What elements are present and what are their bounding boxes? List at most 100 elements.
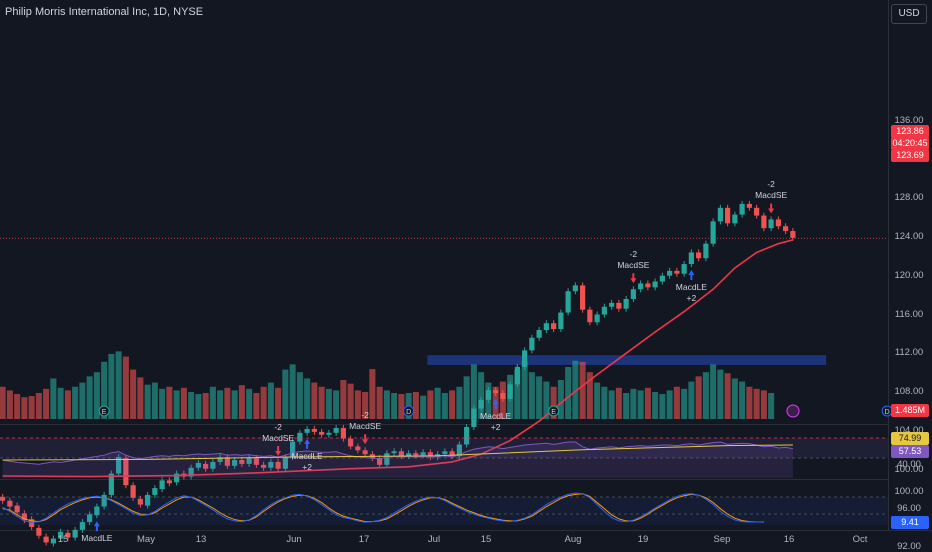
pane-separator (0, 479, 888, 480)
volume-bar (267, 382, 274, 419)
candle-body (203, 463, 209, 469)
short-signal-arrow (275, 445, 282, 456)
signal-label-line-1: -2 (274, 421, 282, 432)
volume-bar (391, 393, 398, 419)
candle-body (290, 441, 296, 458)
event-marker-label: D (406, 409, 411, 416)
candle-body (101, 494, 107, 507)
event-marker-label: E (551, 409, 556, 416)
candle-body (36, 527, 42, 536)
candle-body (268, 461, 274, 468)
candle-body (58, 531, 64, 539)
symbol-title[interactable]: Philip Morris International Inc, 1D, NYS… (5, 6, 204, 18)
long-signal-label: MacdLE (81, 533, 112, 544)
volume-bar (420, 395, 427, 419)
volume-bar (50, 378, 57, 419)
candle-body (261, 464, 267, 468)
volume-bar (202, 393, 209, 419)
volume-bar (64, 390, 71, 419)
volume-bar (470, 364, 477, 419)
candle-body (768, 219, 774, 229)
volume-bar (318, 386, 325, 419)
volume-bar (383, 390, 390, 419)
time-axis-label: Jul (427, 534, 441, 545)
candle-body (507, 384, 513, 399)
candle-body (471, 408, 477, 428)
candle-body (406, 453, 412, 457)
volume-bar (35, 393, 42, 419)
time-axis-label: 15 (480, 534, 492, 545)
short-signal-label: -2 MacdSE (262, 422, 294, 444)
candle-body (761, 215, 767, 229)
candle-body (710, 221, 716, 244)
volume-bar (130, 369, 137, 419)
candle-body (565, 291, 571, 313)
candle-body (398, 451, 404, 457)
countdown-badge: 04:20:45 (891, 137, 929, 150)
volume-bar (231, 390, 238, 419)
volume-bar (739, 381, 746, 419)
candle-body (210, 461, 216, 469)
candle-body (108, 473, 114, 495)
volume-bar (659, 394, 666, 419)
volume-bar (296, 372, 303, 419)
volume-bar (528, 372, 535, 419)
candle-body (558, 312, 564, 330)
price-axis-label: 128.00 (894, 192, 924, 204)
candle-body (50, 538, 56, 544)
signal-label-line-1: -2 (767, 179, 775, 190)
short-signal-arrow (768, 203, 775, 214)
volume-bar (0, 386, 6, 419)
candle-body (645, 283, 651, 288)
long-signal-arrow (304, 438, 311, 449)
short-signal-label: -2 MacdSE (617, 249, 649, 271)
volume-bar (594, 382, 601, 419)
volume-bar (188, 391, 195, 419)
volume-bar (637, 390, 644, 419)
candle-body (703, 243, 709, 259)
rsi-ma-line (2, 444, 793, 461)
volume-bar (86, 376, 93, 419)
signal-label-line-2: MacdSE (617, 260, 650, 271)
rsi-ma-badge: 57.53 (891, 445, 929, 458)
candle-body (529, 337, 535, 351)
volume-bar (6, 390, 13, 419)
candle-body (464, 427, 470, 445)
candle-body (87, 514, 93, 523)
volume-bar (238, 385, 245, 419)
rsi-area (2, 442, 793, 478)
candle-body (594, 314, 600, 323)
volume-bar (688, 381, 695, 419)
candle-body (217, 457, 223, 462)
candle-body (116, 457, 122, 474)
candle-body (0, 496, 6, 501)
currency-button[interactable]: USD (891, 4, 927, 24)
short-signal-label: -2 MacdSE (349, 410, 381, 432)
candle-body (195, 462, 201, 468)
price-axis-label: 120.00 (894, 269, 924, 281)
candle-body (275, 461, 281, 469)
candle-body (717, 207, 723, 222)
candle-body (333, 427, 339, 433)
candle-body (667, 270, 673, 276)
volume-bar (289, 364, 296, 419)
volume-bar (550, 386, 557, 419)
volume-bar (180, 387, 187, 419)
volume-bar (514, 369, 521, 419)
short-signal-arrow (630, 273, 637, 284)
candle-body (145, 494, 151, 506)
rsi-value-badge: 74.99 (891, 432, 929, 445)
volume-bar (224, 387, 231, 419)
volume-bar (456, 386, 463, 419)
volume-bar (463, 376, 470, 419)
price-axis-label: 136.00 (894, 114, 924, 126)
volume-bar (376, 386, 383, 419)
volume-bar (325, 388, 332, 419)
volume-bar (122, 356, 129, 419)
rsi-band (0, 438, 888, 458)
volume-bar (753, 388, 760, 419)
signal-label-line-1: MacdLE (675, 282, 707, 293)
long-signal-label: MacdLE +2 (676, 282, 707, 304)
candle-body (282, 457, 288, 469)
